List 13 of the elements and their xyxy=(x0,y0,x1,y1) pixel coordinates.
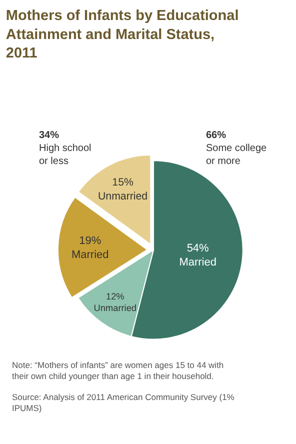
slice-label: Married xyxy=(179,256,216,269)
data-label: 19% xyxy=(79,234,102,247)
data-label: 54% xyxy=(186,242,210,254)
chart-title: Mothers of Infants by Educational Attainment and Marital Status, 2011 xyxy=(6,8,239,62)
data-label: 12% xyxy=(106,291,124,302)
source-note: Source: Analysis of 2011 American Community Survey (1% IPUMS) xyxy=(12,392,235,414)
data-label: 15% xyxy=(112,176,134,189)
text: 34% High school or less xyxy=(39,130,92,167)
text: Note: “Mothers of infants” are women ages 15 to 44 with their own child younger than age 1 in their household. xyxy=(12,360,224,382)
slice-label: Unmarried xyxy=(94,303,137,314)
slice-label: Married xyxy=(71,249,109,262)
text: 66% Some college or more xyxy=(206,130,268,167)
slice-label: Unmarried xyxy=(98,190,148,202)
